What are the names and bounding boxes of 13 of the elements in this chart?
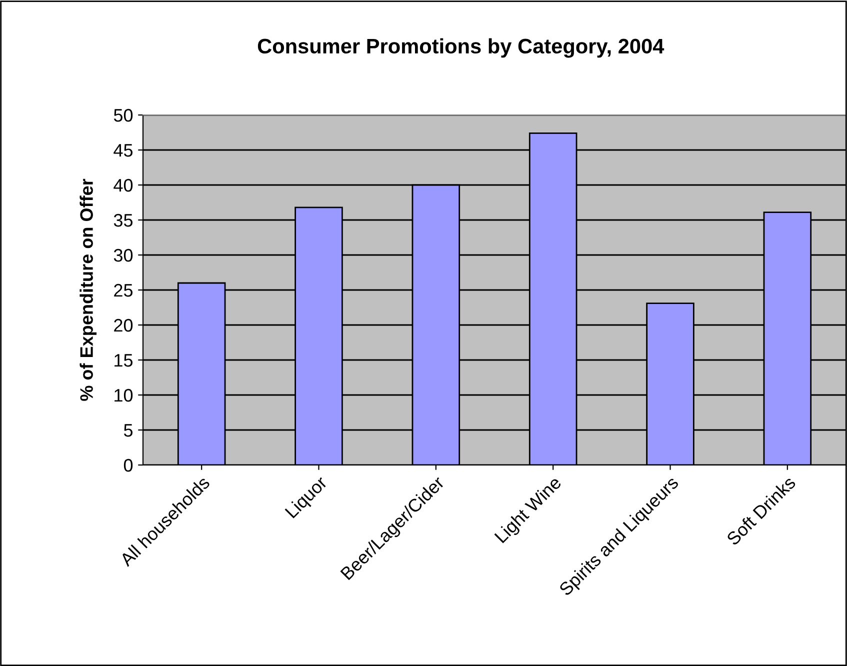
y-tick-label: 40 [114, 178, 133, 192]
y-tick-label: 50 [114, 108, 133, 122]
y-tick-label: 45 [114, 144, 133, 157]
y-tick-label: 25 [114, 284, 133, 297]
y-axis-title: % of Expenditure on Offer [80, 178, 97, 401]
chart-title: Consumer Promotions by Category, 2004 [258, 38, 664, 58]
y-tick-label: 5 [124, 424, 133, 437]
y-tick-label: 0 [124, 458, 133, 472]
y-tick-label: 10 [114, 388, 133, 402]
y-tick-label: 30 [114, 248, 133, 262]
y-tick-label: 20 [114, 318, 133, 332]
y-tick-label: 15 [114, 354, 133, 367]
y-tick-label: 35 [114, 214, 133, 227]
